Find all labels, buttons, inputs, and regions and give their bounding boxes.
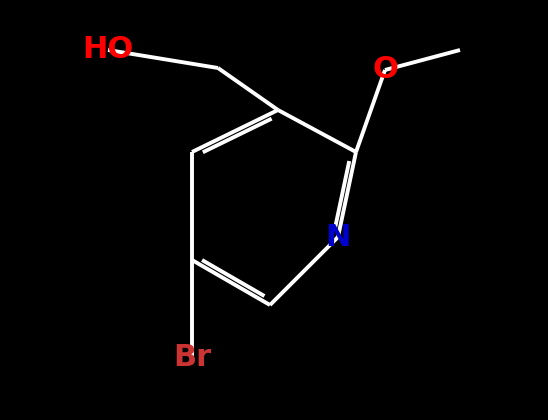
Text: O: O xyxy=(372,55,398,84)
Text: Br: Br xyxy=(173,344,211,373)
Text: HO: HO xyxy=(82,36,134,65)
Text: N: N xyxy=(326,223,351,252)
